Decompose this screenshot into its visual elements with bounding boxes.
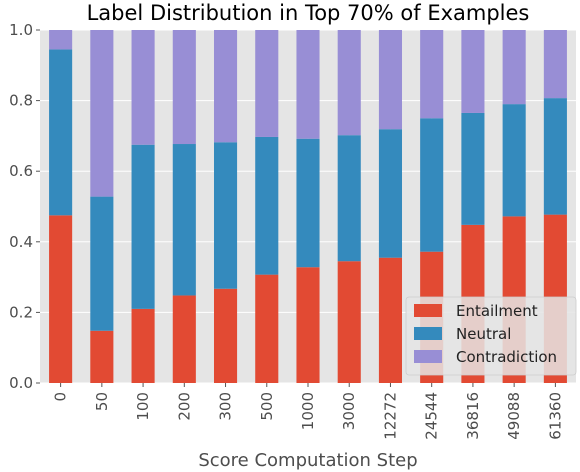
x-tick-label: 24544 bbox=[423, 392, 441, 440]
legend-label-entailment: Entailment bbox=[456, 302, 538, 320]
y-tick-label: 0.6 bbox=[9, 162, 33, 180]
bar-contradiction-500 bbox=[255, 30, 279, 137]
x-axis-title: Score Computation Step bbox=[198, 450, 417, 471]
legend-swatch-entailment bbox=[414, 304, 442, 317]
bar-entailment-100 bbox=[131, 308, 155, 383]
y-axis-ticks: 0.0 0.2 0.4 0.6 0.8 1.0 bbox=[9, 21, 40, 392]
bar-entailment-3000 bbox=[337, 261, 361, 383]
chart-title: Label Distribution in Top 70% of Example… bbox=[87, 1, 530, 25]
legend-label-neutral: Neutral bbox=[456, 325, 511, 343]
x-tick-label: 1000 bbox=[299, 392, 317, 430]
y-tick-label: 0.2 bbox=[9, 303, 33, 321]
bar-entailment-12272 bbox=[378, 257, 403, 383]
bar-neutral-100 bbox=[131, 144, 155, 309]
y-tick-label: 1.0 bbox=[9, 21, 33, 39]
bar-neutral-61360 bbox=[543, 98, 567, 215]
bar-neutral-3000 bbox=[337, 135, 361, 262]
bar-neutral-0 bbox=[49, 49, 73, 216]
x-tick-label: 49088 bbox=[505, 392, 523, 440]
bar-neutral-24544 bbox=[420, 118, 444, 252]
bar-contradiction-24544 bbox=[420, 30, 444, 119]
bar-contradiction-61360 bbox=[543, 30, 567, 99]
bar-contradiction-300 bbox=[213, 30, 238, 143]
x-tick-label: 500 bbox=[258, 392, 276, 421]
bar-contradiction-0 bbox=[49, 30, 73, 50]
legend-swatch-neutral bbox=[414, 327, 442, 340]
bar-contradiction-36816 bbox=[461, 30, 485, 113]
bar-neutral-500 bbox=[255, 136, 279, 275]
x-tick-label: 36816 bbox=[464, 392, 482, 440]
bar-entailment-0 bbox=[49, 215, 73, 383]
bar-neutral-1000 bbox=[296, 138, 320, 268]
legend: Entailment Neutral Contradiction bbox=[405, 296, 577, 376]
bar-entailment-200 bbox=[172, 295, 196, 383]
bar-contradiction-1000 bbox=[296, 30, 320, 139]
y-tick-label: 0.0 bbox=[9, 374, 33, 392]
legend-swatch-contradiction bbox=[414, 350, 442, 363]
bar-contradiction-100 bbox=[131, 30, 155, 145]
x-tick-label: 3000 bbox=[340, 392, 358, 430]
x-tick-label: 12272 bbox=[381, 392, 399, 440]
bar-contradiction-49088 bbox=[502, 30, 526, 105]
bar-entailment-500 bbox=[255, 274, 279, 383]
x-tick-label: 50 bbox=[93, 392, 111, 411]
bar-contradiction-50 bbox=[90, 30, 114, 197]
legend-box bbox=[405, 296, 577, 376]
x-axis-ticks: 0 50 100 200 300 500 1000 3000 12272 24544 36816 49… bbox=[52, 383, 564, 440]
bar-neutral-49088 bbox=[502, 104, 526, 217]
bar-entailment-300 bbox=[213, 288, 238, 383]
bar-neutral-50 bbox=[90, 196, 114, 331]
y-tick-label: 0.8 bbox=[9, 92, 33, 110]
bar-neutral-200 bbox=[172, 144, 196, 296]
x-tick-label: 100 bbox=[134, 392, 152, 421]
bar-contradiction-12272 bbox=[378, 30, 403, 130]
bar-contradiction-200 bbox=[172, 30, 196, 145]
x-tick-label: 61360 bbox=[546, 392, 564, 440]
x-tick-label: 200 bbox=[175, 392, 193, 421]
bar-neutral-12272 bbox=[378, 129, 403, 258]
bar-contradiction-3000 bbox=[337, 30, 361, 136]
legend-label-contradiction: Contradiction bbox=[456, 348, 557, 366]
bar-neutral-36816 bbox=[461, 112, 485, 225]
bar-entailment-50 bbox=[90, 330, 114, 383]
y-tick-label: 0.4 bbox=[9, 233, 33, 251]
bar-entailment-1000 bbox=[296, 267, 320, 383]
x-tick-label: 300 bbox=[217, 392, 235, 421]
bar-neutral-300 bbox=[213, 142, 238, 289]
x-tick-label: 0 bbox=[52, 392, 70, 402]
